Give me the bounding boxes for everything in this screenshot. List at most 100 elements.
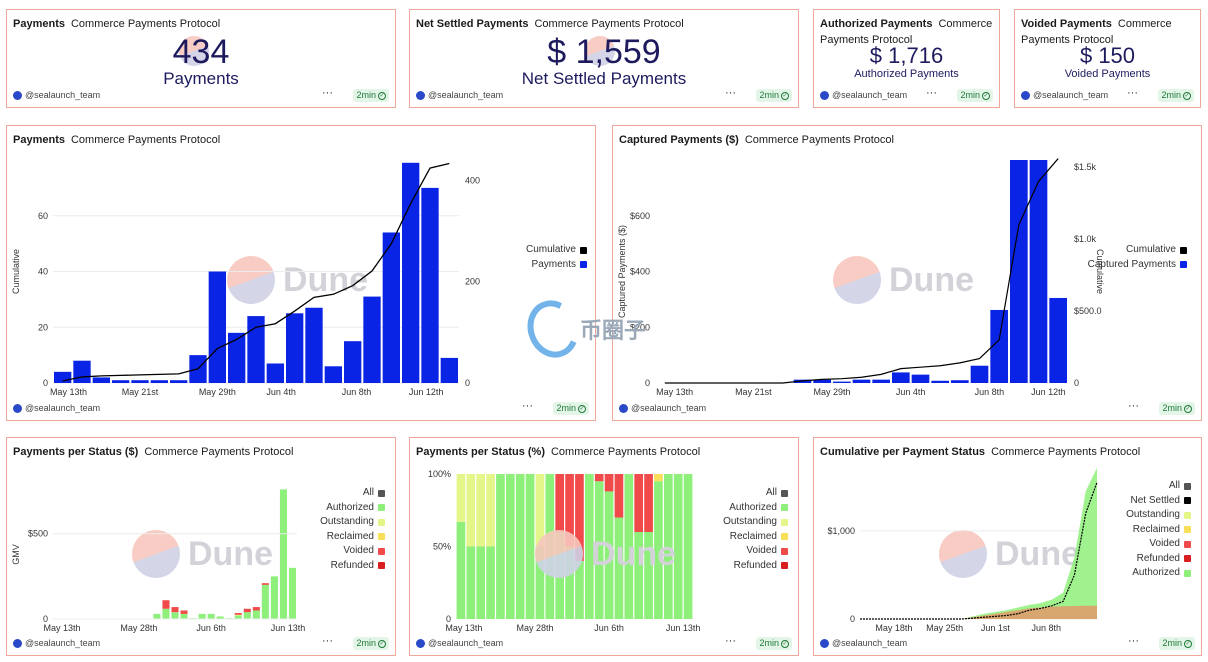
legend-item[interactable]: Refunded [723,559,788,574]
panel-title: Payments per Status (%) Commerce Payments… [416,446,701,458]
counter-value: $ 1,559 Net Settled Payments [521,33,687,88]
legend-item[interactable]: Reclaimed [320,530,385,545]
author-link[interactable]: @sealaunch_team [619,403,706,413]
x-tick-label: Jun 4th [266,387,296,397]
author-link[interactable]: @sealaunch_team [13,403,100,413]
legend-swatch [580,261,587,269]
legend-item[interactable]: Net Settled [1126,494,1191,509]
author-link[interactable]: @sealaunch_team [13,90,100,100]
x-tick-label: Jun 8th [1031,623,1061,633]
author-link[interactable]: @sealaunch_team [13,638,100,648]
bar-segment [654,474,663,482]
bar-segment [270,576,278,619]
bar-segment [476,546,486,619]
counter-voided-panel[interactable]: Voided Payments Commerce Payments Protoco… [1014,9,1201,108]
bar-segment [207,613,215,619]
x-tick-label: Jun 8th [342,387,372,397]
bar-segment [644,532,653,619]
legend-label: Refunded [1136,552,1180,564]
author-link[interactable]: @sealaunch_team [1021,90,1108,100]
legend-item[interactable]: Authorized [1126,566,1191,581]
bar-segment [216,616,224,619]
legend-item[interactable]: Voided [1126,537,1191,552]
legend-item[interactable]: Outstanding [1126,508,1191,523]
panel-title: Net Settled Payments Commerce Payments Pr… [416,18,684,30]
author-link[interactable]: @sealaunch_team [820,638,907,648]
status-usd-chart: 0 $500 GMV May 13th May 28th Jun 6th Jun 13th [11,489,305,633]
legend-item[interactable]: Reclaimed [723,530,788,545]
avatar [13,403,22,413]
legend-item[interactable]: Cumulative [526,243,587,258]
author-link[interactable]: @sealaunch_team [416,90,503,100]
legend-item[interactable]: Reclaimed [1126,523,1191,538]
bar-segment [584,474,594,619]
refresh-badge[interactable]: 2min ✓ [353,637,389,650]
more-menu-button[interactable]: ··· [322,87,333,99]
bar [131,380,149,383]
counter-payments-panel[interactable]: Payments Commerce Payments Protocol 434 P… [6,9,396,108]
chart-status-pct-panel[interactable]: Payments per Status (%) Commerce Payments… [409,437,799,656]
bar [1029,160,1048,383]
more-menu-button[interactable]: ··· [1128,400,1139,412]
bar [150,380,168,383]
legend-label: Reclaimed [326,530,374,542]
bar [208,271,226,383]
counter-net-settled-panel[interactable]: Net Settled Payments Commerce Payments Pr… [409,9,799,108]
bar-segment [288,567,296,619]
chart-cumulative-status-panel[interactable]: Cumulative per Payment Status Commerce Pa… [813,437,1202,656]
more-menu-button[interactable]: ··· [522,400,533,412]
legend-item[interactable]: Authorized [320,501,385,516]
bar-segment [486,474,495,547]
refresh-badge[interactable]: 2min ✓ [553,402,589,415]
y2-tick-label: 0 [1074,378,1079,388]
refresh-badge[interactable]: 2min ✓ [1159,637,1195,650]
bar-segment [171,607,179,613]
bar [402,162,420,383]
refresh-badge[interactable]: 2min ✓ [756,89,792,102]
legend-item[interactable]: Captured Payments [1088,258,1187,273]
refresh-badge[interactable]: 2min ✓ [957,89,993,102]
refresh-badge[interactable]: 2min ✓ [1158,89,1194,102]
legend-item[interactable]: Refunded [320,559,385,574]
more-menu-button[interactable]: ··· [926,87,937,99]
legend-item[interactable]: All [723,486,788,501]
refresh-badge[interactable]: 2min ✓ [353,89,389,102]
bar-segment [535,474,545,547]
bar [872,379,890,383]
chart-status-usd-panel[interactable]: Payments per Status ($) Commerce Payments… [6,437,396,656]
counter-authorized-panel[interactable]: Authorized Payments Commerce Payments Pro… [813,9,1000,108]
bar [1010,160,1028,383]
y-tick-label: $400 [630,267,650,277]
legend-item[interactable]: Payments [526,258,587,273]
chart-payments-panel[interactable]: Payments Commerce Payments Protocol Dune … [6,125,596,421]
legend-item[interactable]: Cumulative [1088,243,1187,258]
bar-segment [234,614,242,616]
legend-item[interactable]: Voided [320,544,385,559]
bar [382,232,400,383]
legend-item[interactable]: Voided [723,544,788,559]
legend-swatch [781,547,788,555]
panel-footer: @sealaunch_team ··· 2min ✓ [13,87,389,103]
legend-item[interactable]: Authorized [723,501,788,516]
y-tick-label: 100% [428,469,451,479]
bar [112,380,130,383]
legend-swatch [378,504,385,512]
more-menu-button[interactable]: ··· [1128,635,1139,647]
more-menu-button[interactable]: ··· [322,635,333,647]
chart-captured-panel[interactable]: Captured Payments ($) Commerce Payments P… [612,125,1202,421]
legend-swatch [580,246,587,254]
more-menu-button[interactable]: ··· [725,635,736,647]
refresh-badge[interactable]: 2min ✓ [1159,402,1195,415]
more-menu-button[interactable]: ··· [1127,87,1138,99]
more-menu-button[interactable]: ··· [725,87,736,99]
author-link[interactable]: @sealaunch_team [820,90,907,100]
author-link[interactable]: @sealaunch_team [416,638,503,648]
legend-item[interactable]: All [320,486,385,501]
legend-item[interactable]: Outstanding [723,515,788,530]
legend-item[interactable]: Refunded [1126,552,1191,567]
legend-item[interactable]: Outstanding [320,515,385,530]
bar [833,381,851,383]
x-tick-label: May 21st [122,387,159,397]
legend-item[interactable]: All [1126,479,1191,494]
refresh-badge[interactable]: 2min ✓ [756,637,792,650]
